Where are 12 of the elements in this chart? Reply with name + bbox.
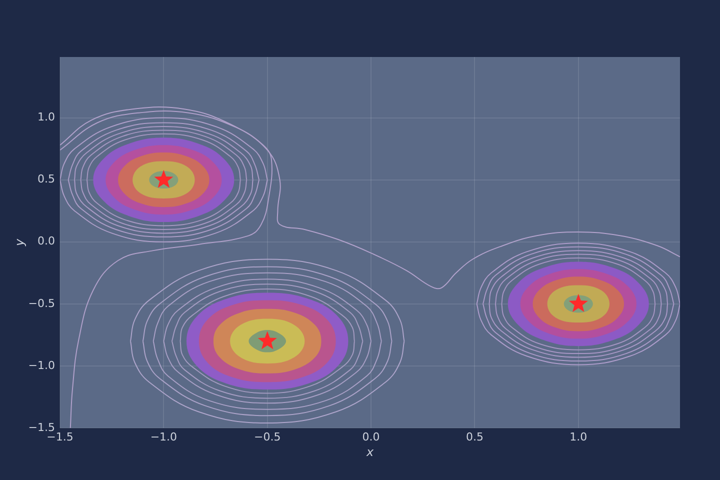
y-tick-label: −0.5 [28,296,55,310]
x-tick-label: 0.5 [466,430,484,444]
x-tick-label: 0.0 [362,430,380,444]
x-tick-label: −1.0 [150,430,178,444]
y-axis-title: y [12,238,26,248]
x-tick-label: −0.5 [254,430,281,444]
y-tick-label: 1.0 [38,110,55,124]
y-tick-label: 0.5 [38,172,55,186]
y-tick-label: −1.0 [28,358,55,372]
x-axis-title: x [365,444,374,459]
y-tick-label: 0.0 [38,234,55,248]
x-tick-label: 1.0 [570,430,588,444]
